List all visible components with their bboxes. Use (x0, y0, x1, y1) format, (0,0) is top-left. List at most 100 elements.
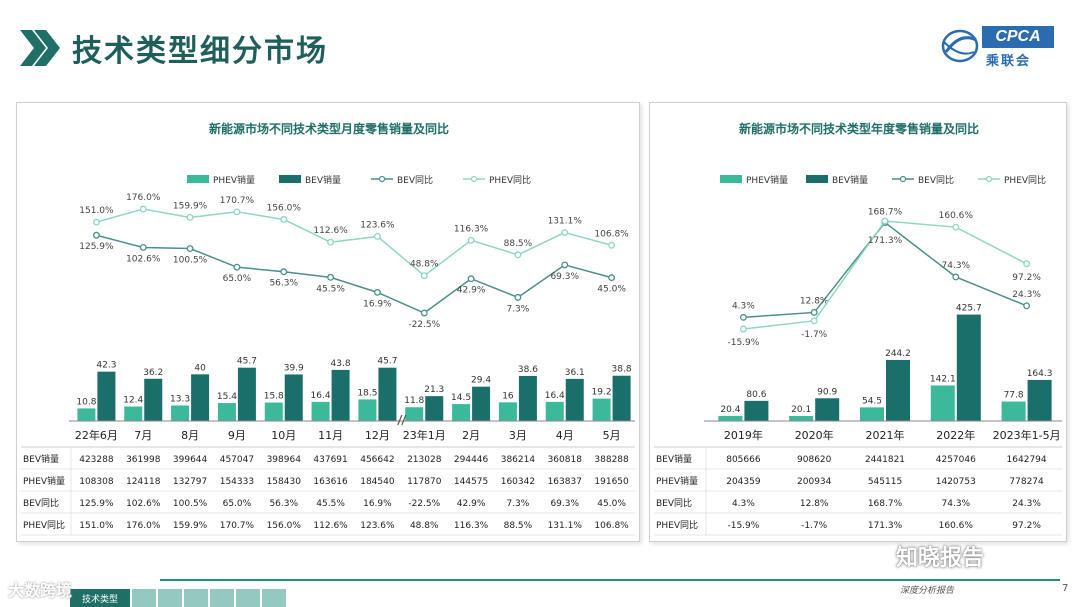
bar-bev-7 (425, 396, 444, 421)
footer-tab-5[interactable] (236, 589, 261, 607)
category-label-0: 22年6月 (75, 428, 118, 442)
point-phev-8 (467, 236, 475, 244)
bar-label-phev-4: 77.8 (1004, 391, 1024, 401)
point-label-bev-4: 24.3% (1012, 290, 1041, 300)
table-cell-1-11: 191650 (594, 477, 629, 487)
table-cell-0-1: 908620 (797, 455, 832, 465)
table-cell-0-1: 361998 (126, 455, 161, 465)
bar-bev-3 (237, 367, 256, 421)
bar-label-bev-0: 80.6 (746, 390, 766, 400)
table-row-label-2: BEV同比 (656, 497, 692, 509)
bar-phev-1 (789, 415, 814, 421)
point-bev-7 (420, 309, 428, 317)
legend-marker-0 (899, 175, 907, 183)
table-cell-3-8: 116.3% (454, 521, 489, 531)
table-cell-2-2: 100.5% (173, 499, 208, 509)
bar-phev-2 (171, 405, 190, 421)
table-cell-0-4: 398964 (267, 455, 302, 465)
watermark-left: 大数跨境 (8, 581, 73, 600)
yearly-chart: 新能源市场不同技术类型年度零售销量及同比 PHEV销量 BEV销量 BEV同比 PHEV… (654, 121, 1062, 536)
bar-label-bev-2: 40 (194, 363, 206, 373)
bar-label-phev-0: 10.8 (76, 397, 96, 407)
point-bev-2 (186, 245, 194, 253)
bar-phev-3 (930, 385, 955, 421)
point-label-bev-8: 42.9% (457, 286, 486, 296)
table-cell-2-9: 7.3% (506, 499, 529, 509)
table-cell-1-2: 545115 (868, 477, 902, 487)
table-cell-2-6: 16.9% (363, 499, 392, 509)
table-cell-0-5: 437691 (313, 455, 347, 465)
bar-bev-10 (565, 378, 584, 421)
bar-phev-1 (124, 406, 143, 421)
line-bev-yoy (96, 234, 612, 314)
table-cell-2-1: 102.6% (126, 499, 161, 509)
point-label-bev-2: 168.7% (868, 208, 903, 218)
point-bev-0 (739, 313, 747, 321)
point-bev-0 (92, 231, 100, 239)
point-bev-8 (467, 275, 475, 283)
bar-label-phev-11: 19.2 (592, 388, 612, 398)
globe-icon (941, 29, 979, 63)
point-bev-10 (561, 261, 569, 269)
bar-bev-9 (518, 375, 537, 421)
table-cell-1-0: 108308 (79, 477, 114, 487)
category-label-0: 2019年 (724, 428, 763, 442)
point-label-bev-1: 102.6% (126, 254, 161, 264)
bar-phev-5 (311, 401, 330, 421)
bar-label-bev-1: 90.9 (817, 387, 837, 397)
bar-bev-8 (472, 386, 491, 421)
table-cell-2-0: 125.9% (79, 499, 114, 509)
point-label-phev-2: 171.3% (868, 236, 903, 246)
footer-tab-3[interactable] (184, 589, 209, 607)
bar-label-phev-3: 15.4 (217, 392, 237, 402)
point-label-phev-11: 106.8% (594, 229, 629, 239)
table-cell-0-11: 388288 (594, 455, 629, 465)
bar-label-phev-8: 14.5 (451, 393, 471, 403)
table-cell-1-2: 132797 (173, 477, 207, 487)
point-label-phev-2: 159.9% (173, 201, 208, 211)
table-cell-1-3: 154333 (220, 477, 254, 487)
point-label-bev-6: 16.9% (363, 299, 392, 309)
point-label-phev-7: 48.8% (410, 260, 439, 270)
footer-tab-4[interactable] (210, 589, 235, 607)
bar-bev-4 (284, 374, 303, 421)
category-label-9: 3月 (509, 429, 527, 442)
table-cell-1-8: 144575 (454, 477, 488, 487)
table-row-label-1: PHEV销量 (23, 475, 65, 487)
point-label-phev-1: 176.0% (126, 193, 161, 203)
footer-tab-2[interactable] (158, 589, 183, 607)
point-phev-0 (92, 218, 100, 226)
point-phev-0 (739, 325, 747, 333)
category-label-7: 23年1月 (403, 428, 446, 442)
footer-tab-6[interactable] (262, 589, 287, 607)
point-label-bev-3: 65.0% (223, 274, 252, 284)
bar-label-phev-5: 16.4 (311, 391, 331, 401)
bar-bev-1 (144, 378, 163, 421)
legend-line-label-0: BEV同比 (397, 174, 433, 186)
table-cell-0-0: 423288 (79, 455, 114, 465)
bar-label-phev-2: 54.5 (862, 396, 882, 406)
legend-marker-1 (470, 175, 478, 183)
point-phev-5 (327, 238, 335, 246)
table-cell-3-0: -15.9% (727, 521, 759, 531)
table-cell-2-4: 56.3% (269, 499, 298, 509)
point-label-phev-3: 160.6% (939, 211, 974, 221)
point-bev-1 (810, 308, 818, 316)
table-cell-2-0: 4.3% (732, 499, 755, 509)
category-label-1: 2020年 (795, 428, 834, 442)
footer-tab-0[interactable]: 技术类型 (70, 589, 131, 607)
table-row-label-0: BEV销量 (656, 453, 692, 465)
legend-line-label-0: BEV同比 (918, 174, 954, 186)
footer-tab-1[interactable] (132, 589, 157, 607)
table-cell-2-3: 65.0% (223, 499, 252, 509)
table-cell-3-10: 131.1% (548, 521, 583, 531)
point-label-bev-7: -22.5% (408, 320, 440, 330)
bar-phev-6 (358, 399, 377, 421)
point-label-bev-10: 69.3% (550, 272, 579, 282)
category-label-1: 7月 (134, 429, 152, 442)
yearly-chart-panel: 新能源市场不同技术类型年度零售销量及同比 PHEV销量 BEV销量 BEV同比 PHEV… (649, 102, 1067, 542)
title-bar: 技术类型细分市场 CPCA 乘联会 (0, 0, 1080, 92)
category-label-11: 5月 (603, 429, 621, 442)
point-label-phev-8: 116.3% (454, 224, 489, 234)
legend-marker-1 (985, 175, 993, 183)
